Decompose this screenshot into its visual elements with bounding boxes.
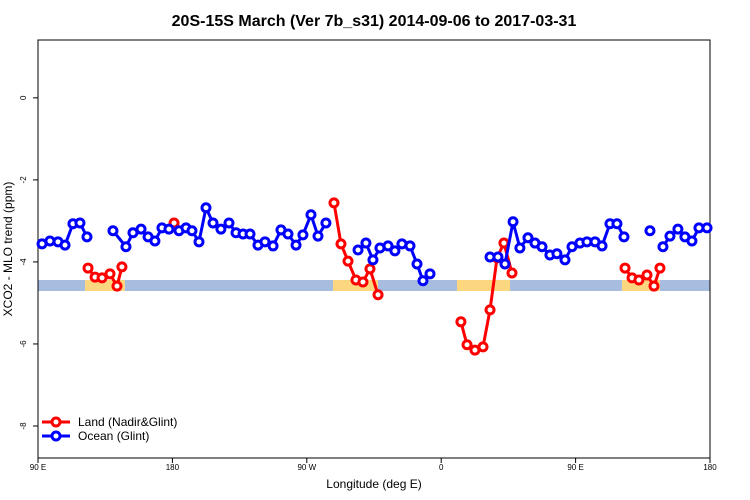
point xyxy=(312,230,324,242)
x-tick-label: 0 xyxy=(439,463,444,472)
legend-label: Land (Nadir&Glint) xyxy=(78,415,177,429)
legend-marker xyxy=(50,430,62,442)
point xyxy=(335,238,347,250)
point xyxy=(672,223,684,235)
point xyxy=(135,223,147,235)
point xyxy=(664,230,676,242)
point xyxy=(633,274,645,286)
x-tick-label: 180 xyxy=(166,463,180,472)
point xyxy=(461,339,473,351)
point xyxy=(120,241,132,253)
point xyxy=(404,240,416,252)
x-tick-label: 90 E xyxy=(30,463,46,472)
point xyxy=(342,255,354,267)
legend-marker xyxy=(50,416,62,428)
point xyxy=(411,258,423,270)
point xyxy=(382,240,394,252)
point xyxy=(149,235,161,247)
point xyxy=(701,222,713,234)
point xyxy=(619,262,631,274)
x-tick-label: 90 W xyxy=(297,463,316,472)
point xyxy=(484,304,496,316)
point xyxy=(297,229,309,241)
point xyxy=(186,225,198,237)
point xyxy=(193,236,205,248)
y-tick-label: -6 xyxy=(19,340,28,348)
point xyxy=(81,231,93,243)
point xyxy=(536,241,548,253)
point xyxy=(305,209,317,221)
point xyxy=(455,316,467,328)
legend: Land (Nadir&Glint)Ocean (Glint) xyxy=(42,415,177,443)
point xyxy=(417,275,429,287)
point xyxy=(644,225,656,237)
point xyxy=(74,217,86,229)
point xyxy=(514,242,526,254)
point xyxy=(507,216,519,228)
point xyxy=(282,228,294,240)
point xyxy=(259,236,271,248)
legend-label: Ocean (Glint) xyxy=(78,429,149,443)
point xyxy=(107,225,119,237)
point xyxy=(207,217,219,229)
point xyxy=(506,267,518,279)
point xyxy=(290,239,302,251)
land-strip xyxy=(457,280,510,291)
x-axis-label: Longitude (deg E) xyxy=(326,477,421,491)
point xyxy=(163,223,175,235)
point xyxy=(244,228,256,240)
point xyxy=(498,237,510,249)
point xyxy=(477,341,489,353)
y-tick-label: 0 xyxy=(19,95,28,100)
point xyxy=(111,280,123,292)
land-strip xyxy=(85,280,125,291)
point xyxy=(559,254,571,266)
point xyxy=(364,263,376,275)
y-tick-label: -8 xyxy=(19,422,28,430)
point xyxy=(424,268,436,280)
x-tick-label: 180 xyxy=(703,463,717,472)
point xyxy=(499,258,511,270)
point xyxy=(596,240,608,252)
point xyxy=(200,202,212,214)
point xyxy=(686,235,698,247)
point xyxy=(618,231,630,243)
point xyxy=(654,262,666,274)
y-axis-label: XCO2 - MLO trend (ppm) xyxy=(1,182,15,317)
point xyxy=(360,237,372,249)
point xyxy=(372,289,384,301)
point xyxy=(492,251,504,263)
land-strip xyxy=(333,280,378,291)
point xyxy=(551,248,563,260)
x-tick-label: 90 E xyxy=(567,463,583,472)
point xyxy=(267,240,279,252)
plot-frame xyxy=(37,39,711,459)
point xyxy=(215,223,227,235)
point xyxy=(648,280,660,292)
point xyxy=(357,276,369,288)
y-tick-label: -2 xyxy=(19,176,28,184)
point xyxy=(352,244,364,256)
point xyxy=(96,272,108,284)
point xyxy=(320,217,332,229)
point xyxy=(328,197,340,209)
point xyxy=(657,241,669,253)
y-tick-label: -4 xyxy=(19,258,28,266)
point xyxy=(82,262,94,274)
point xyxy=(611,218,623,230)
point xyxy=(367,254,379,266)
point xyxy=(104,268,116,280)
chart-title: 20S-15S March (Ver 7b_s31) 2014-09-06 to… xyxy=(172,13,577,30)
point xyxy=(522,232,534,244)
point xyxy=(389,245,401,257)
point xyxy=(223,217,235,229)
point xyxy=(59,239,71,251)
point xyxy=(641,269,653,281)
land-strip xyxy=(622,280,660,291)
point xyxy=(116,261,128,273)
